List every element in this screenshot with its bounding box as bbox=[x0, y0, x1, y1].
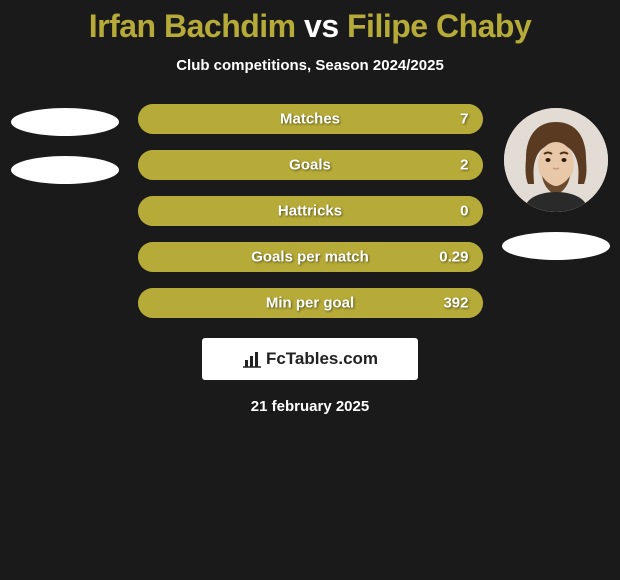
player-photo bbox=[504, 108, 608, 212]
stat-value-right: 2 bbox=[460, 157, 468, 174]
player-left-column bbox=[10, 104, 120, 184]
bar-chart-icon bbox=[242, 350, 262, 368]
stat-label: Goals bbox=[289, 157, 331, 174]
stat-label: Matches bbox=[280, 111, 340, 128]
stat-bar: Matches 7 bbox=[138, 104, 483, 134]
stat-label: Goals per match bbox=[251, 249, 369, 266]
stat-value-right: 0 bbox=[460, 203, 468, 220]
comparison-content: Matches 7 Goals 2 Hattricks 0 Goals per match 0… bbox=[0, 104, 620, 318]
stat-value-right: 392 bbox=[443, 295, 468, 312]
stat-label: Min per goal bbox=[266, 295, 354, 312]
placeholder-ellipse bbox=[502, 232, 610, 260]
date-text: 21 february 2025 bbox=[0, 398, 620, 415]
stat-bar: Goals 2 bbox=[138, 150, 483, 180]
stat-label: Hattricks bbox=[278, 203, 342, 220]
vs-text: vs bbox=[304, 8, 339, 44]
placeholder-ellipse bbox=[11, 108, 119, 136]
player2-name: Filipe Chaby bbox=[347, 8, 531, 44]
stat-bar: Goals per match 0.29 bbox=[138, 242, 483, 272]
comparison-title: Irfan Bachdim vs Filipe Chaby bbox=[0, 8, 620, 45]
logo-text: FcTables.com bbox=[266, 349, 378, 369]
stat-value-right: 0.29 bbox=[439, 249, 468, 266]
fctables-logo[interactable]: FcTables.com bbox=[202, 338, 418, 380]
stats-list: Matches 7 Goals 2 Hattricks 0 Goals per match 0… bbox=[138, 104, 483, 318]
stat-bar: Min per goal 392 bbox=[138, 288, 483, 318]
subtitle: Club competitions, Season 2024/2025 bbox=[0, 57, 620, 74]
stat-value-right: 7 bbox=[460, 111, 468, 128]
stat-bar: Hattricks 0 bbox=[138, 196, 483, 226]
placeholder-ellipse bbox=[11, 156, 119, 184]
player1-name: Irfan Bachdim bbox=[89, 8, 296, 44]
player-right-column bbox=[501, 104, 611, 260]
